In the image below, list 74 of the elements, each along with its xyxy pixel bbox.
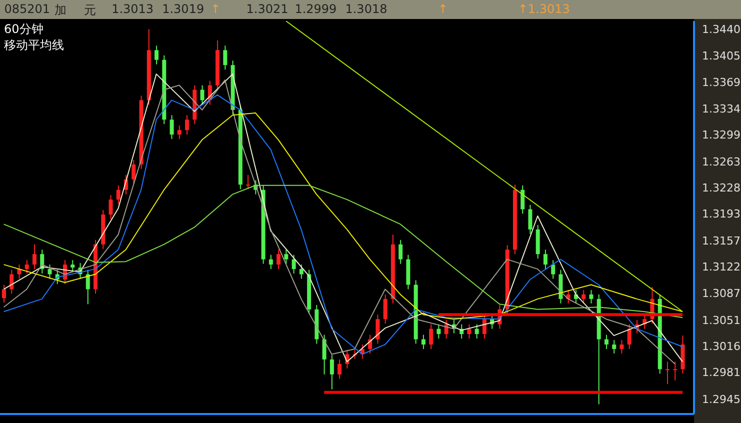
y-tick-label: 1.3157 (702, 234, 740, 248)
candlestick (330, 354, 334, 390)
candlestick (299, 264, 304, 280)
candlestick (421, 334, 426, 350)
candlestick (154, 45, 159, 65)
candlestick (627, 324, 632, 350)
y-tick-label: 1.2945 (702, 392, 740, 406)
y-tick-label: 1.3228 (702, 182, 740, 195)
y-tick-label: 1.3087 (702, 286, 740, 300)
text: 1.2999 (294, 2, 337, 16)
chart-title: 60分钟 (4, 21, 44, 37)
candlestick (673, 361, 678, 381)
candlestick (177, 125, 182, 140)
text: 1.3019 (162, 2, 204, 16)
candlestick (582, 289, 586, 304)
text: 元 (84, 2, 96, 19)
y-tick-label: 1.3299 (702, 128, 740, 142)
candlestick (2, 284, 6, 304)
candlestick (383, 294, 388, 324)
candlestick (86, 269, 90, 305)
candlestick (620, 340, 624, 354)
candlestick (589, 289, 594, 304)
candlestick (185, 114, 190, 136)
candlestick (528, 204, 532, 234)
candlestick (474, 324, 479, 340)
y-tick-label: 1.3051 (702, 314, 740, 327)
candlestick (170, 114, 174, 140)
candlestick (551, 260, 556, 280)
y-tick-label: 1.3193 (702, 208, 740, 221)
text: 移动平均线 (4, 37, 64, 53)
candlestick (17, 264, 22, 280)
candlestick (268, 254, 273, 270)
candlestick (376, 314, 380, 344)
y-tick-label: 1.3122 (702, 260, 740, 274)
candlestick (612, 340, 616, 354)
candlestick (246, 174, 250, 190)
candlestick (24, 260, 29, 274)
candlestick (284, 249, 288, 264)
y-tick-label: 1.3016 (702, 340, 740, 353)
candlestick (48, 264, 52, 280)
y-tick-label: 1.3440 (702, 23, 740, 36)
text: 085201 (4, 2, 50, 16)
text: ↑ (210, 2, 221, 16)
line-series (3, 184, 684, 318)
text: 加 (54, 2, 67, 19)
candlestick (520, 184, 525, 214)
y-tick-label: 1.2981 (702, 366, 740, 380)
text: 1.3013 (112, 2, 154, 16)
candlestick (200, 84, 204, 106)
text: ↑1.3013 (518, 2, 570, 16)
candlestick (338, 358, 342, 380)
candlestick (604, 334, 608, 350)
candlestick (429, 324, 434, 350)
y-tick-label: 1.3263 (702, 155, 740, 168)
candlestick (467, 324, 472, 340)
candlestick (543, 249, 548, 270)
candlestick (132, 159, 136, 184)
y-tick-label: 1.3405 (702, 49, 740, 62)
candlestick (108, 194, 113, 220)
candlestick (223, 45, 228, 70)
candlestick (116, 184, 120, 205)
candlestick (665, 361, 670, 385)
candlestick (436, 324, 441, 340)
text: 1.3018 (345, 2, 388, 16)
candlestick (32, 244, 37, 270)
y-tick-label: 1.3334 (702, 102, 740, 116)
candlestick (292, 254, 296, 274)
candlestick (398, 239, 403, 264)
text: ↑ (438, 2, 448, 16)
candlestick (482, 314, 486, 340)
candlestick (276, 249, 281, 270)
y-tick-label: 1.3369 (702, 76, 740, 90)
text: 1.3021 (246, 2, 288, 16)
candlestick (322, 334, 326, 375)
